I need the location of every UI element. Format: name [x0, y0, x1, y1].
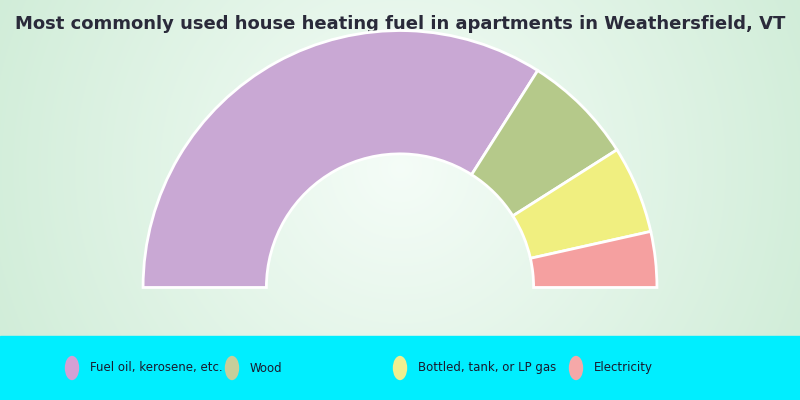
Wedge shape	[513, 150, 650, 258]
Text: Electricity: Electricity	[594, 362, 653, 374]
Wedge shape	[143, 30, 538, 288]
Ellipse shape	[569, 356, 583, 380]
Text: Fuel oil, kerosene, etc.: Fuel oil, kerosene, etc.	[90, 362, 222, 374]
Text: Bottled, tank, or LP gas: Bottled, tank, or LP gas	[418, 362, 556, 374]
Ellipse shape	[225, 356, 239, 380]
Wedge shape	[530, 232, 657, 288]
Wedge shape	[471, 70, 617, 216]
Bar	[0, 336, 800, 400]
Ellipse shape	[393, 356, 407, 380]
Text: Most commonly used house heating fuel in apartments in Weathersfield, VT: Most commonly used house heating fuel in…	[15, 15, 785, 33]
Text: Wood: Wood	[250, 362, 282, 374]
Ellipse shape	[65, 356, 79, 380]
